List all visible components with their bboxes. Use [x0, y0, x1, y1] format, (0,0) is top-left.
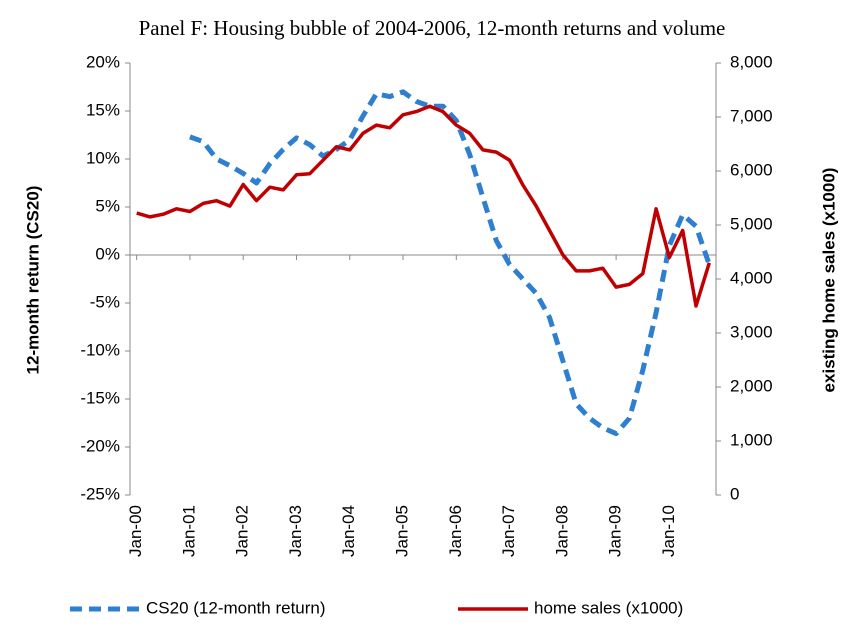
y-tick-label: 5%: [95, 196, 120, 215]
x-tick-label: Jan-08: [552, 505, 571, 557]
x-tick-label: Jan-09: [606, 505, 625, 557]
series-line: [189, 89, 712, 437]
x-tick-label: Jan-03: [286, 505, 305, 557]
y2-tick-label: 5,000: [730, 214, 773, 233]
y-tick-label: 10%: [86, 148, 120, 167]
legend-label: home sales (x1000): [534, 598, 683, 617]
y2-tick-label: 4,000: [730, 268, 773, 287]
y-tick-label: -20%: [80, 436, 120, 455]
x-tick-label: Jan-02: [233, 505, 252, 557]
series-line: [136, 104, 711, 308]
y2-tick-label: 1,000: [730, 430, 773, 449]
y-tick-label: -5%: [90, 292, 120, 311]
legend-label: CS20 (12-month return): [146, 598, 326, 617]
chart-title: Panel F: Housing bubble of 2004-2006, 12…: [139, 16, 726, 40]
y2-tick-label: 0: [730, 484, 739, 503]
x-tick-label: Jan-01: [179, 505, 198, 557]
y-tick-label: -15%: [80, 388, 120, 407]
y2-axis-title: existing home sales (x1000): [819, 168, 838, 393]
y-tick-label: -25%: [80, 484, 120, 503]
x-tick-label: Jan-06: [446, 505, 465, 557]
y-axis-title: 12-month return (CS20): [23, 186, 42, 375]
x-tick-label: Jan-04: [339, 505, 358, 557]
y2-tick-label: 2,000: [730, 376, 773, 395]
y2-tick-label: 3,000: [730, 322, 773, 341]
x-tick-label: Jan-10: [659, 505, 678, 557]
y-tick-label: 20%: [86, 52, 120, 71]
x-tick-label: Jan-05: [393, 505, 412, 557]
x-tick-label: Jan-00: [126, 505, 145, 557]
y2-tick-label: 6,000: [730, 160, 773, 179]
y2-tick-label: 7,000: [730, 106, 773, 125]
y-tick-label: 0%: [95, 244, 120, 263]
x-tick-label: Jan-07: [499, 505, 518, 557]
y2-tick-label: 8,000: [730, 52, 773, 71]
y-tick-label: 15%: [86, 100, 120, 119]
y-tick-label: -10%: [80, 340, 120, 359]
